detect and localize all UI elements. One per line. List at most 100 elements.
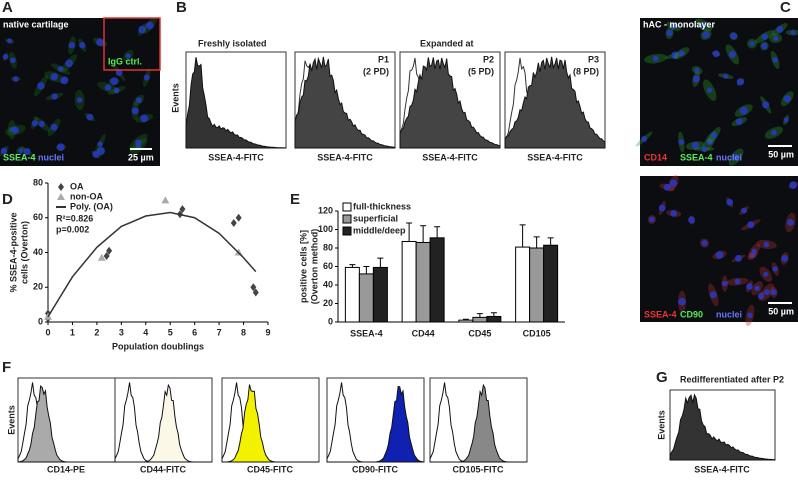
nucleus (678, 139, 685, 146)
bar (401, 241, 417, 323)
nucleus (678, 297, 686, 306)
label: CD90-FITC (352, 464, 399, 474)
annotation: R²=0.826 (56, 213, 93, 223)
label: nuclei (716, 309, 742, 319)
nucleus (772, 57, 778, 63)
bar (543, 244, 559, 323)
label: hAC - monolayer (643, 19, 716, 29)
label: nuclei (38, 152, 64, 162)
label: Expanded at (420, 38, 474, 48)
error-bar (420, 225, 427, 243)
legend-swatch (58, 183, 64, 191)
nucleus (707, 87, 713, 93)
nucleus (145, 21, 154, 30)
nucleus (761, 33, 768, 40)
annotation: p=0.002 (56, 224, 89, 234)
nucleus (732, 153, 740, 161)
nucleus (709, 291, 717, 299)
nucleus (746, 283, 753, 290)
nucleus (692, 75, 700, 83)
x-tick-label: 0 (45, 327, 50, 337)
nucleus (65, 59, 73, 68)
label: (2 PD) (363, 66, 389, 76)
label: SSEA-4-FITC (527, 152, 583, 162)
x-tick-label: CD45 (468, 328, 491, 338)
nucleus (0, 147, 8, 155)
legend-swatch (342, 214, 352, 224)
y-axis-label: cells (Overton) (19, 221, 29, 284)
nucleus (694, 67, 700, 73)
label: SSEA-4-FITC (317, 152, 373, 162)
nucleus (735, 254, 742, 262)
panel-letter: E (290, 191, 300, 208)
nucleus (641, 136, 648, 142)
micrograph (640, 18, 798, 166)
nucleus (135, 139, 142, 146)
histogram (504, 56, 606, 149)
histogram (221, 384, 319, 463)
nucleus (776, 25, 784, 33)
legend-label: superficial (353, 213, 398, 223)
nucleus (771, 129, 777, 136)
label: CD105-FITC (452, 464, 504, 474)
nucleus (691, 141, 700, 150)
nucleus (734, 278, 741, 285)
error-bar (476, 313, 483, 318)
fit-line (47, 211, 257, 318)
bar (515, 246, 531, 323)
nucleus (764, 289, 770, 296)
nucleus (706, 138, 713, 146)
label: P3 (588, 54, 599, 64)
x-tick-label: 9 (265, 327, 270, 337)
error-bar (462, 318, 469, 321)
nucleus (658, 204, 666, 212)
nucleus (113, 87, 120, 94)
nucleus (56, 143, 65, 152)
histogram (669, 393, 776, 461)
y-tick-label: 40 (33, 247, 43, 257)
x-tick-label: 7 (217, 327, 222, 337)
label: CD44-FITC (140, 464, 187, 474)
bar (358, 273, 374, 323)
nucleus (135, 97, 142, 104)
nucleus (670, 210, 678, 217)
nucleus (781, 254, 789, 262)
x-tick-label: 4 (143, 327, 148, 337)
label: CD14-PE (47, 464, 85, 474)
nucleus (688, 216, 696, 224)
nucleus (701, 240, 708, 247)
nucleus (749, 252, 756, 259)
nucleus (2, 53, 9, 60)
x-tick-label: SSEA-4 (350, 328, 383, 338)
label: 25 µm (128, 152, 154, 162)
y-tick-label: 80 (323, 242, 333, 252)
nucleus (726, 198, 734, 206)
label: (8 PD) (573, 66, 599, 76)
y-tick-label: 120 (318, 205, 333, 215)
point (161, 196, 170, 204)
nucleus (96, 38, 105, 47)
nucleus (86, 113, 94, 121)
nucleus (97, 141, 103, 147)
error-bar (533, 236, 540, 248)
nucleus (10, 57, 16, 64)
nucleus (50, 73, 58, 81)
x-tick-label: 2 (94, 327, 99, 337)
panel-letter: C (780, 0, 791, 16)
legend-label: Poly. (OA) (70, 201, 113, 211)
bar (486, 315, 502, 323)
label: SSEA-4 (680, 152, 713, 162)
y-axis-label: positive cells [%] (298, 230, 308, 303)
nucleus (110, 77, 119, 86)
point (103, 251, 110, 260)
label: Events (170, 83, 180, 113)
point (252, 288, 259, 297)
nucleus (60, 76, 69, 85)
nucleus (125, 53, 131, 59)
nucleus (770, 289, 777, 296)
nucleus (700, 22, 707, 28)
error-bar (349, 264, 356, 268)
y-tick-label: 60 (323, 261, 333, 271)
label: P1 (378, 54, 389, 64)
nucleus (739, 106, 748, 115)
